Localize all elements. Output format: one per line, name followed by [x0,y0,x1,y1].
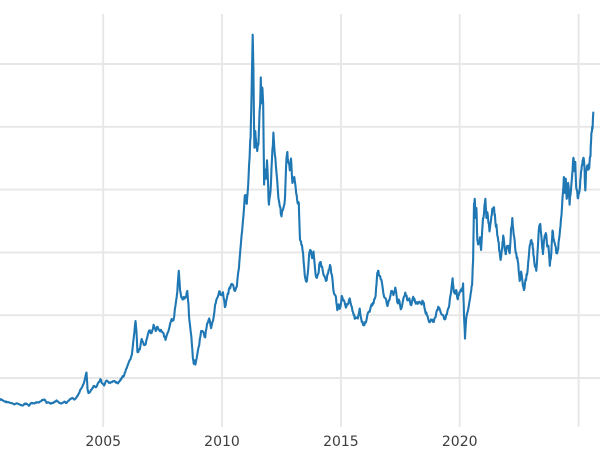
gridlines [0,14,600,427]
price-line-layer [0,33,595,407]
x-axis-tick-labels: 2005 2010 2015 2020 [85,434,477,450]
x-tick-label-2010: 2010 [204,434,240,450]
x-tick-label-2015: 2015 [323,434,359,450]
x-tick-label-2005: 2005 [85,434,121,450]
x-tick-label-2020: 2020 [442,434,478,450]
price-line [0,33,595,407]
